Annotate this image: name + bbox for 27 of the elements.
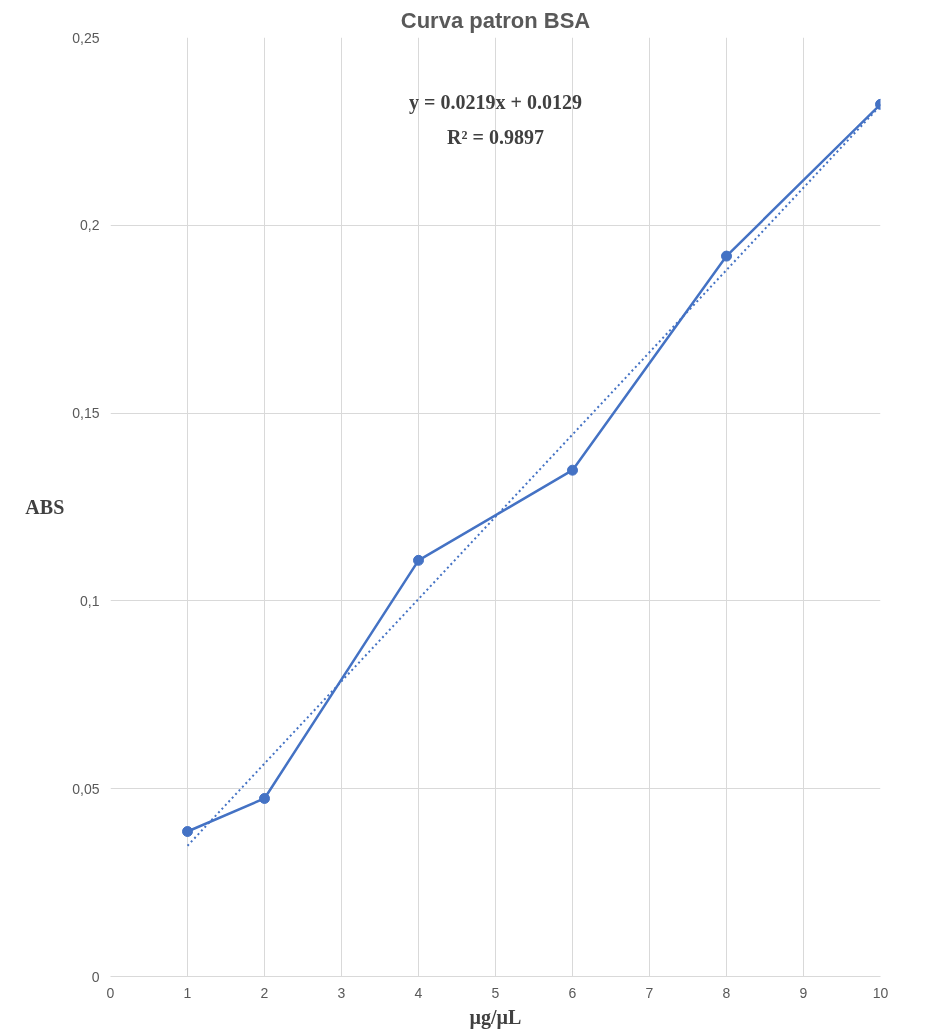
y-axis-title: ABS [25,496,65,518]
x-tick-label: 10 [872,984,889,1001]
y-tick-label: 0,25 [72,29,100,46]
chart-title: Curva patron BSA [400,7,591,33]
annotation: y = 0.0219x + 0.0129 [409,90,582,114]
y-tick-label: 0,15 [72,405,100,422]
x-tick-label: 7 [645,984,654,1001]
point [721,250,732,262]
x-tick-label: 6 [568,984,577,1001]
point [413,554,424,566]
point [567,464,578,476]
x-tick-label: 9 [799,984,808,1001]
x-tick-label: 5 [491,984,500,1001]
point [182,826,193,838]
x-tick-label: 3 [337,984,346,1001]
x-tick-label: 8 [722,984,731,1001]
x-tick-label: 1 [183,984,192,1001]
x-tick-label: 4 [414,984,423,1001]
x-tick-label: 0 [106,984,115,1001]
y-tick-label: 0,05 [72,780,100,797]
annotation: R² = 0.9897 [447,126,544,149]
x-tick-label: 2 [260,984,269,1001]
y-tick-label: 0,2 [80,217,100,234]
x-axis-title: µg/µL [469,1005,522,1029]
point [259,792,270,804]
y-tick-label: 0,1 [80,592,100,609]
y-tick-label: 0 [91,968,100,985]
